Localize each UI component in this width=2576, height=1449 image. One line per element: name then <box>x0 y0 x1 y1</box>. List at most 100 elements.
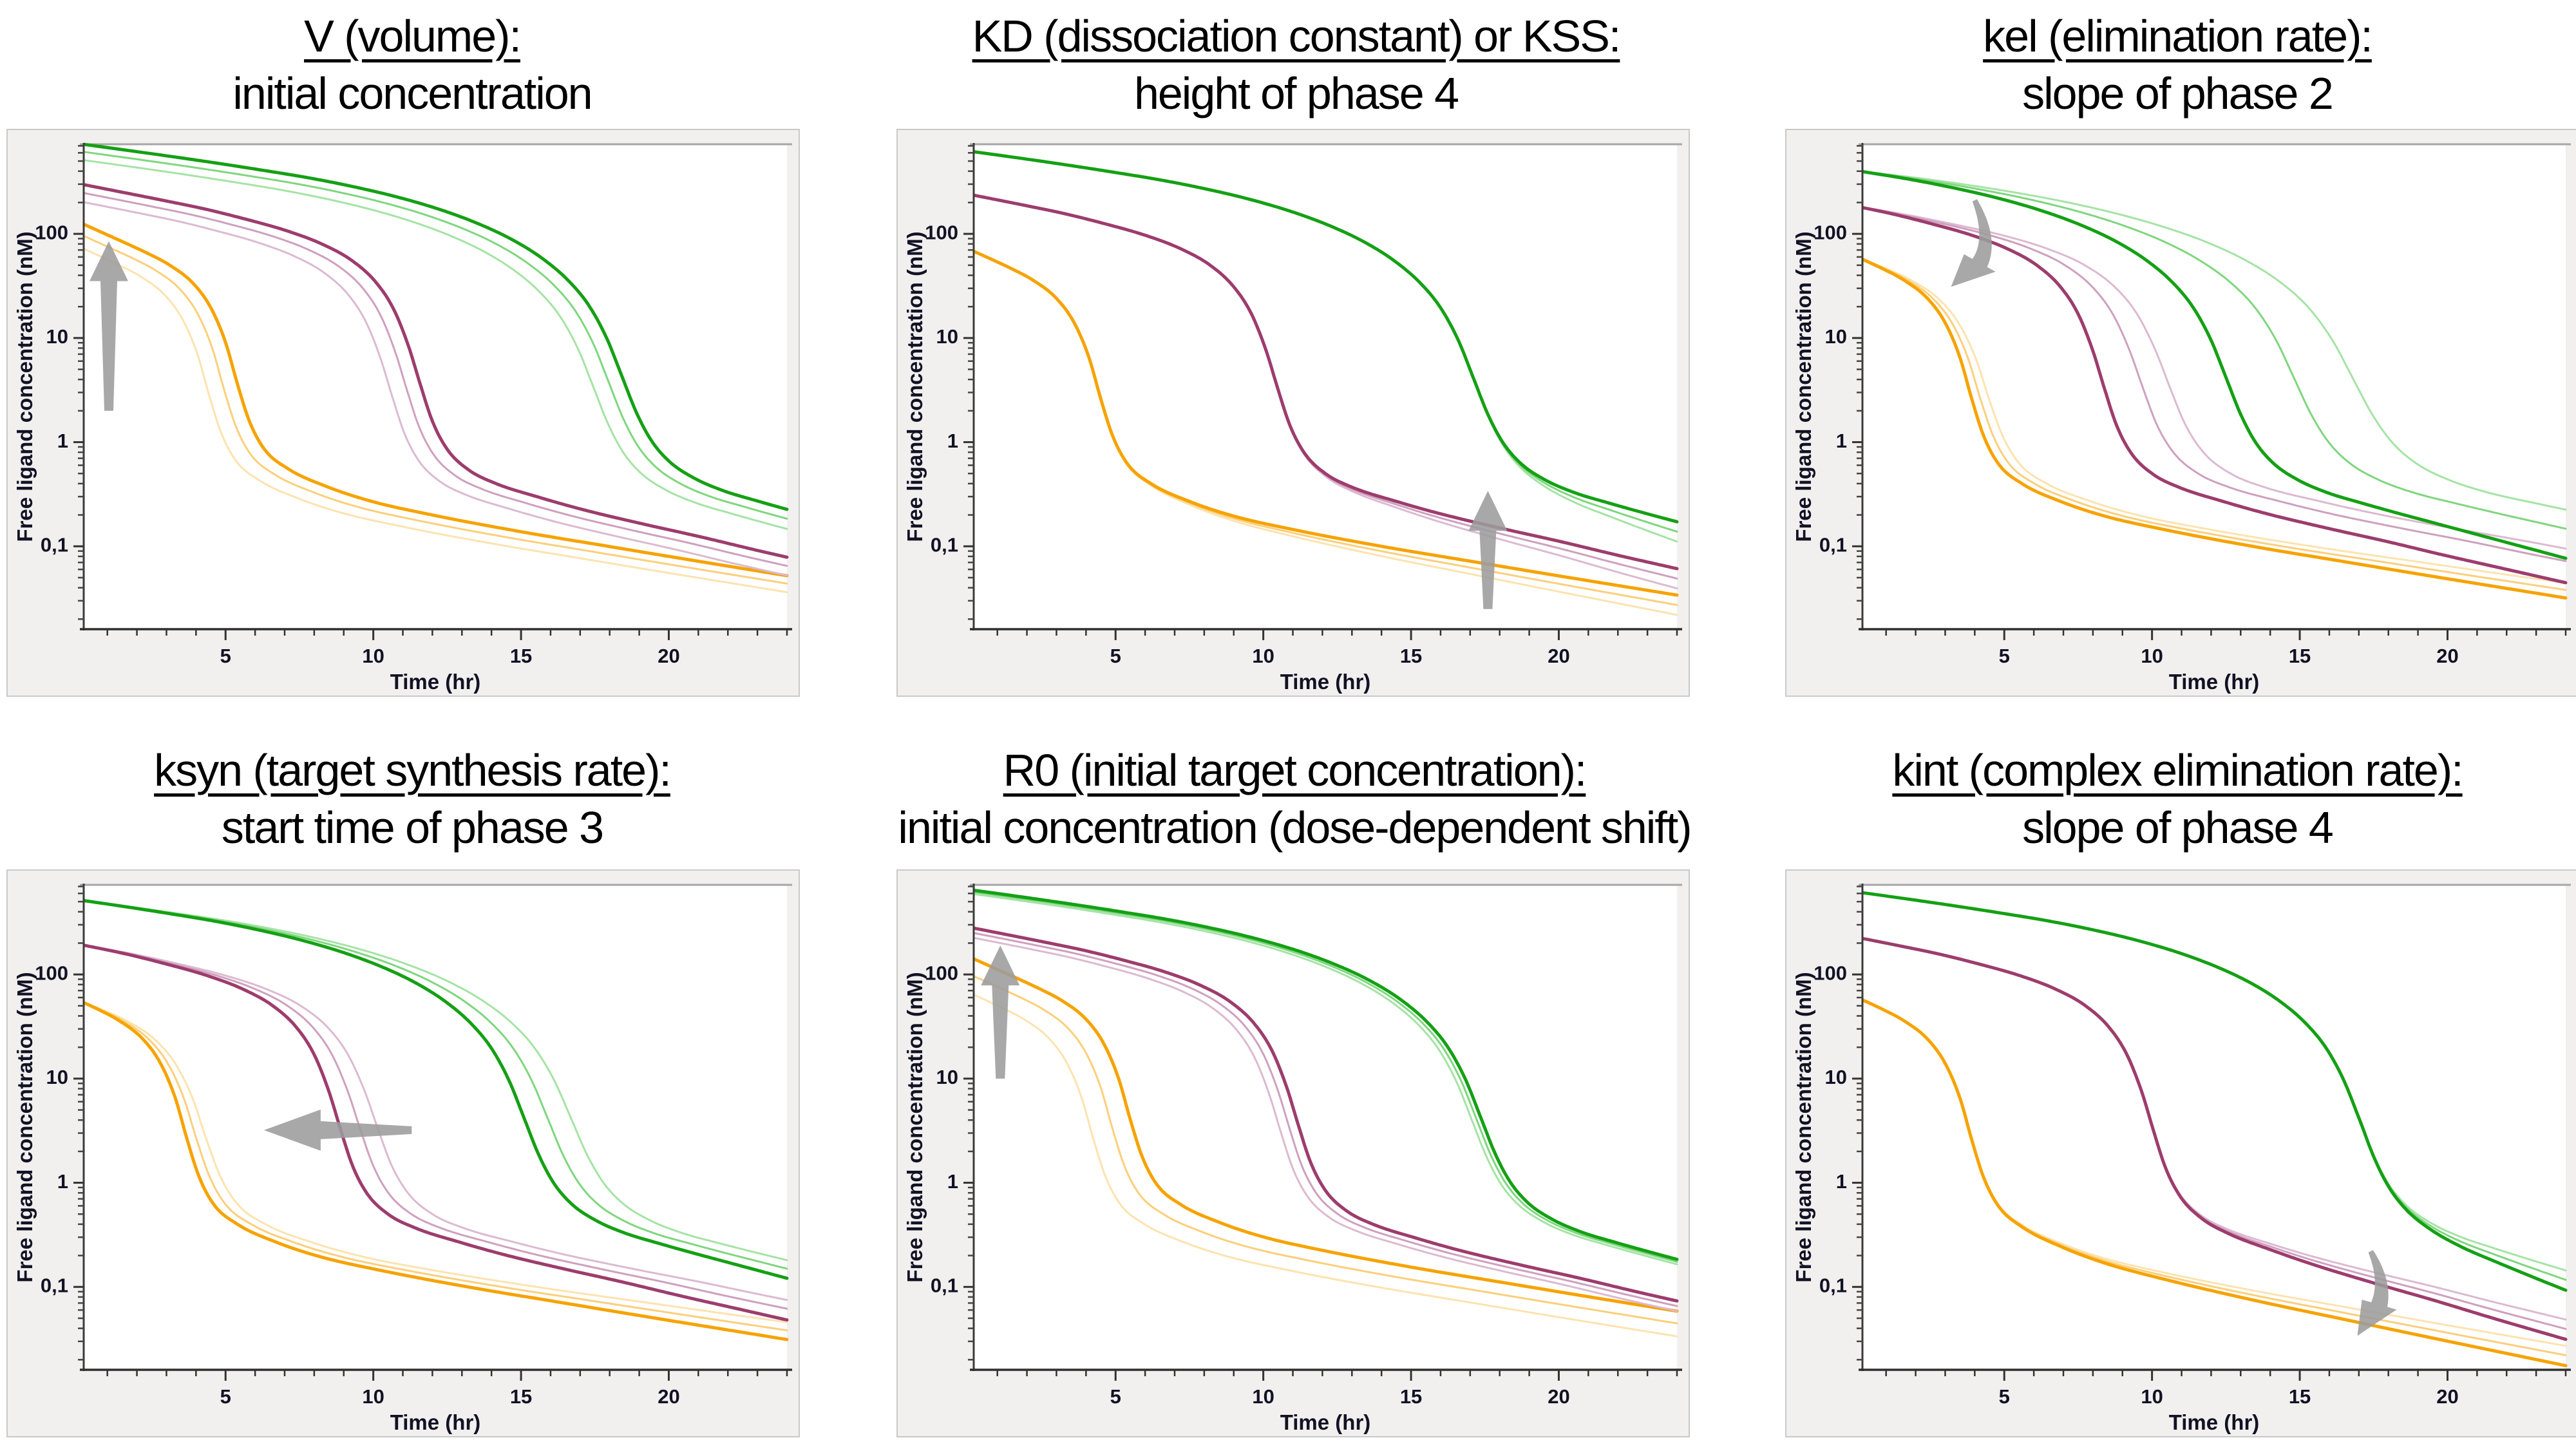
plot-area <box>84 144 787 629</box>
curve-purple-solid <box>84 943 789 1322</box>
x-tick-label: 10 <box>1252 1385 1274 1408</box>
y-tick-label: 100 <box>925 221 958 243</box>
axes-layer: 100 10 1 0,1 5 10 15 20 Time (hr) Free ligand con… <box>1792 884 2571 1434</box>
curves-layer <box>84 898 789 1341</box>
y-tick-label: 1 <box>1836 430 1847 452</box>
y-tick-label: 100 <box>35 221 68 243</box>
panel-title-kel-line2: slope of phase 2 <box>2022 68 2334 118</box>
arrow-annotation-kd <box>1468 491 1508 609</box>
panel-title-r0-line2: initial concentration (dose-dependent sh… <box>898 802 1692 853</box>
curve-green-variant1 <box>974 891 1678 1263</box>
x-tick-label: 5 <box>220 1385 231 1408</box>
plot-canvas-ksyn: 100 10 1 0,1 5 10 15 20 Time (hr) Free ligand con… <box>13 884 792 1434</box>
y-tick-label: 1 <box>1836 1170 1847 1193</box>
y-tick-label: 1 <box>57 1170 68 1193</box>
y-tick-label: 0,1 <box>1819 1274 1847 1296</box>
curve-purple-solid <box>84 183 789 559</box>
curve-orange-solid <box>974 957 1679 1313</box>
panel-title-v: V (volume): initial concentration <box>0 8 824 122</box>
panel-title-kd-line1: KD (dissociation constant) or KSS: <box>972 11 1622 61</box>
axes-layer: 100 10 1 0,1 5 10 15 20 Time (hr) Free ligand con… <box>903 884 1682 1434</box>
plot-canvas-kel: 100 10 1 0,1 5 10 15 20 Time (hr) Free ligand con… <box>1792 143 2571 694</box>
curve-orange-variant1 <box>84 1001 788 1332</box>
curve-purple-variant2 <box>974 936 1678 1312</box>
x-tick-label: 20 <box>658 645 679 667</box>
curve-orange-solid <box>1862 998 2568 1368</box>
y-axis-title: Free ligand concentration (nM) <box>13 231 37 542</box>
panel-title-v-line2: initial concentration <box>232 68 592 118</box>
x-tick-label: 10 <box>2141 645 2163 667</box>
y-tick-label: 0,1 <box>1819 533 1847 556</box>
x-tick-label: 10 <box>2141 1385 2163 1408</box>
y-axis-title: Free ligand concentration (nM) <box>903 231 927 542</box>
y-tick-label: 0,1 <box>931 1274 958 1296</box>
curve-orange-variant2 <box>1862 258 2567 584</box>
panel-title-kd-line2: height of phase 4 <box>1133 68 1459 118</box>
curve-green-variant1 <box>84 151 788 520</box>
curve-orange-solid <box>1862 258 2568 600</box>
curve-orange-variant2 <box>84 1001 788 1323</box>
curve-orange-variant2 <box>974 994 1678 1338</box>
plot-panel-v: 100 10 1 0,1 5 10 15 20 Time (hr) Free ligand con… <box>6 129 800 697</box>
x-axis-title: Time (hr) <box>2169 1410 2260 1434</box>
x-tick-label: 15 <box>1400 645 1422 667</box>
curve-orange-solid <box>84 1001 789 1341</box>
curve-green-solid <box>974 888 1679 1261</box>
panel-title-kel-line1: kel (elimination rate): <box>1983 11 2373 61</box>
x-axis-title: Time (hr) <box>390 1410 481 1434</box>
curve-green-solid <box>974 150 1679 524</box>
panel-title-kd: KD (dissociation constant) or KSS: heigh… <box>857 8 1736 122</box>
curve-green-variant2 <box>974 893 1678 1265</box>
panel-title-r0-line1: R0 (initial target concentration): <box>1003 745 1587 795</box>
panel-title-kel: kel (elimination rate): slope of phase 2 <box>1779 8 2576 122</box>
x-tick-label: 20 <box>1548 645 1569 667</box>
x-tick-label: 10 <box>1252 645 1274 667</box>
x-tick-label: 15 <box>510 645 532 667</box>
curve-orange-variant2 <box>84 247 788 594</box>
curve-purple-variant1 <box>974 932 1678 1307</box>
x-tick-label: 15 <box>510 1385 532 1408</box>
x-tick-label: 5 <box>1999 645 2010 667</box>
plot-canvas-v: 100 10 1 0,1 5 10 15 20 Time (hr) Free ligand con… <box>13 142 792 694</box>
x-axis-title: Time (hr) <box>390 670 481 694</box>
x-axis-title: Time (hr) <box>2169 670 2260 694</box>
plot-panel-kint: 100 10 1 0,1 5 10 15 20 Time (hr) Free ligand con… <box>1785 869 2576 1437</box>
axes-layer: 100 10 1 0,1 5 10 15 20 Time (hr) Free ligand con… <box>1792 143 2571 694</box>
y-tick-label: 10 <box>936 325 958 348</box>
panel-title-v-line1: V (volume): <box>304 11 522 61</box>
x-tick-label: 5 <box>1110 1385 1121 1408</box>
plot-area <box>974 885 1677 1370</box>
curve-orange-variant1 <box>974 975 1678 1325</box>
curve-green-solid <box>1862 169 2568 560</box>
plot-canvas-kint: 100 10 1 0,1 5 10 15 20 Time (hr) Free ligand con… <box>1792 884 2571 1434</box>
arrow-annotation-kint <box>2357 1250 2397 1336</box>
curve-orange-solid <box>974 249 1679 597</box>
arrow-annotation-v <box>90 241 128 411</box>
x-tick-label: 5 <box>1999 1385 2010 1408</box>
y-tick-label: 100 <box>1814 961 1847 984</box>
plot-panel-r0: 100 10 1 0,1 5 10 15 20 Time (hr) Free ligand con… <box>896 869 1690 1437</box>
arrow-annotation-r0 <box>981 945 1020 1079</box>
x-tick-label: 20 <box>1548 1385 1569 1408</box>
x-tick-label: 15 <box>2289 645 2311 667</box>
panel-title-ksyn: ksyn (target synthesis rate): start time… <box>0 742 824 857</box>
panel-title-ksyn-line1: ksyn (target synthesis rate): <box>154 745 672 795</box>
y-tick-label: 10 <box>1825 1066 1847 1088</box>
curve-orange-variant1 <box>1862 258 2567 591</box>
y-tick-label: 100 <box>35 961 68 984</box>
arrow-annotation-kel <box>1951 199 1996 287</box>
curve-purple-variant1 <box>84 944 788 1310</box>
curve-orange-variant1 <box>84 234 788 585</box>
plot-canvas-r0: 100 10 1 0,1 5 10 15 20 Time (hr) Free ligand con… <box>903 884 1682 1434</box>
panel-title-r0: R0 (initial target concentration): initi… <box>837 742 1752 857</box>
y-axis-title: Free ligand concentration (nM) <box>1792 972 1815 1282</box>
curve-green-variant2 <box>84 159 788 530</box>
x-tick-label: 10 <box>362 645 384 667</box>
panel-title-kint: kint (complex elimination rate): slope o… <box>1779 742 2576 857</box>
curve-purple-variant2 <box>84 944 788 1301</box>
plot-panel-ksyn: 100 10 1 0,1 5 10 15 20 Time (hr) Free ligand con… <box>6 869 800 1437</box>
y-axis-title: Free ligand concentration (nM) <box>1792 231 1815 542</box>
x-tick-label: 15 <box>2289 1385 2311 1408</box>
y-tick-label: 10 <box>1825 325 1847 348</box>
plot-panel-kel: 100 10 1 0,1 5 10 15 20 Time (hr) Free ligand con… <box>1785 129 2576 697</box>
